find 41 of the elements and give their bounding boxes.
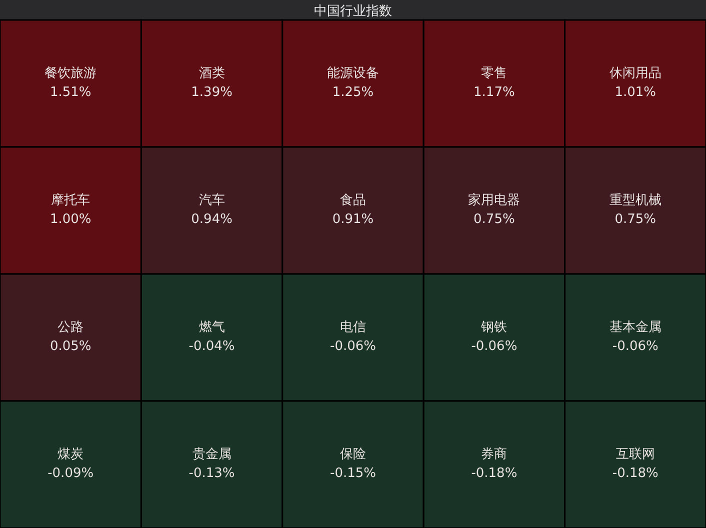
category-label: 能源设备	[327, 66, 379, 82]
data-label: -0.06%	[330, 339, 376, 354]
category-label: 互联网	[616, 447, 655, 462]
category-label: 零售	[481, 66, 508, 82]
data-label: 1.00%	[50, 212, 92, 228]
data-label: 0.94%	[191, 212, 232, 228]
data-label: 1.51%	[50, 85, 92, 100]
data-label: 1.39%	[191, 85, 232, 100]
data-label: 0.75%	[474, 212, 515, 228]
category-label: 汽车	[198, 193, 225, 208]
category-label: 钢铁	[480, 320, 508, 336]
category-label: 公路	[58, 320, 84, 336]
data-label: 1.17%	[474, 85, 515, 100]
category-label: 家用电器	[468, 192, 520, 208]
category-label: 摩托车	[51, 193, 90, 208]
data-label: 1.25%	[332, 85, 374, 100]
data-label: 0.91%	[332, 212, 374, 228]
data-label: 1.01%	[614, 85, 656, 100]
category-label: 贵金属	[192, 447, 232, 462]
category-label: 保险	[340, 447, 366, 462]
category-label: 基本金属	[609, 320, 662, 336]
category-label: 酒类	[198, 66, 225, 82]
data-label: 0.05%	[50, 339, 92, 354]
text: 中国行业指数	[314, 4, 392, 19]
data-label: -0.09%	[48, 466, 94, 482]
category-label: 休闲用品	[609, 66, 662, 82]
category-label: 电信	[340, 320, 366, 336]
category-label: 券商	[481, 447, 508, 462]
data-label: -0.04%	[188, 339, 235, 354]
category-label: 重型机械	[609, 193, 662, 208]
category-label: 食品	[340, 193, 366, 208]
data-label: -0.06%	[612, 339, 658, 354]
data-label: -0.15%	[330, 466, 376, 482]
data-label: 0.75%	[614, 212, 656, 228]
data-label: -0.06%	[471, 339, 518, 354]
category-label: 煤炭	[58, 447, 84, 462]
data-label: -0.18%	[612, 466, 658, 482]
data-label: -0.13%	[188, 466, 235, 482]
category-label: 燃气	[198, 320, 225, 336]
data-label: -0.18%	[471, 466, 518, 482]
category-label: 餐饮旅游	[44, 66, 97, 82]
